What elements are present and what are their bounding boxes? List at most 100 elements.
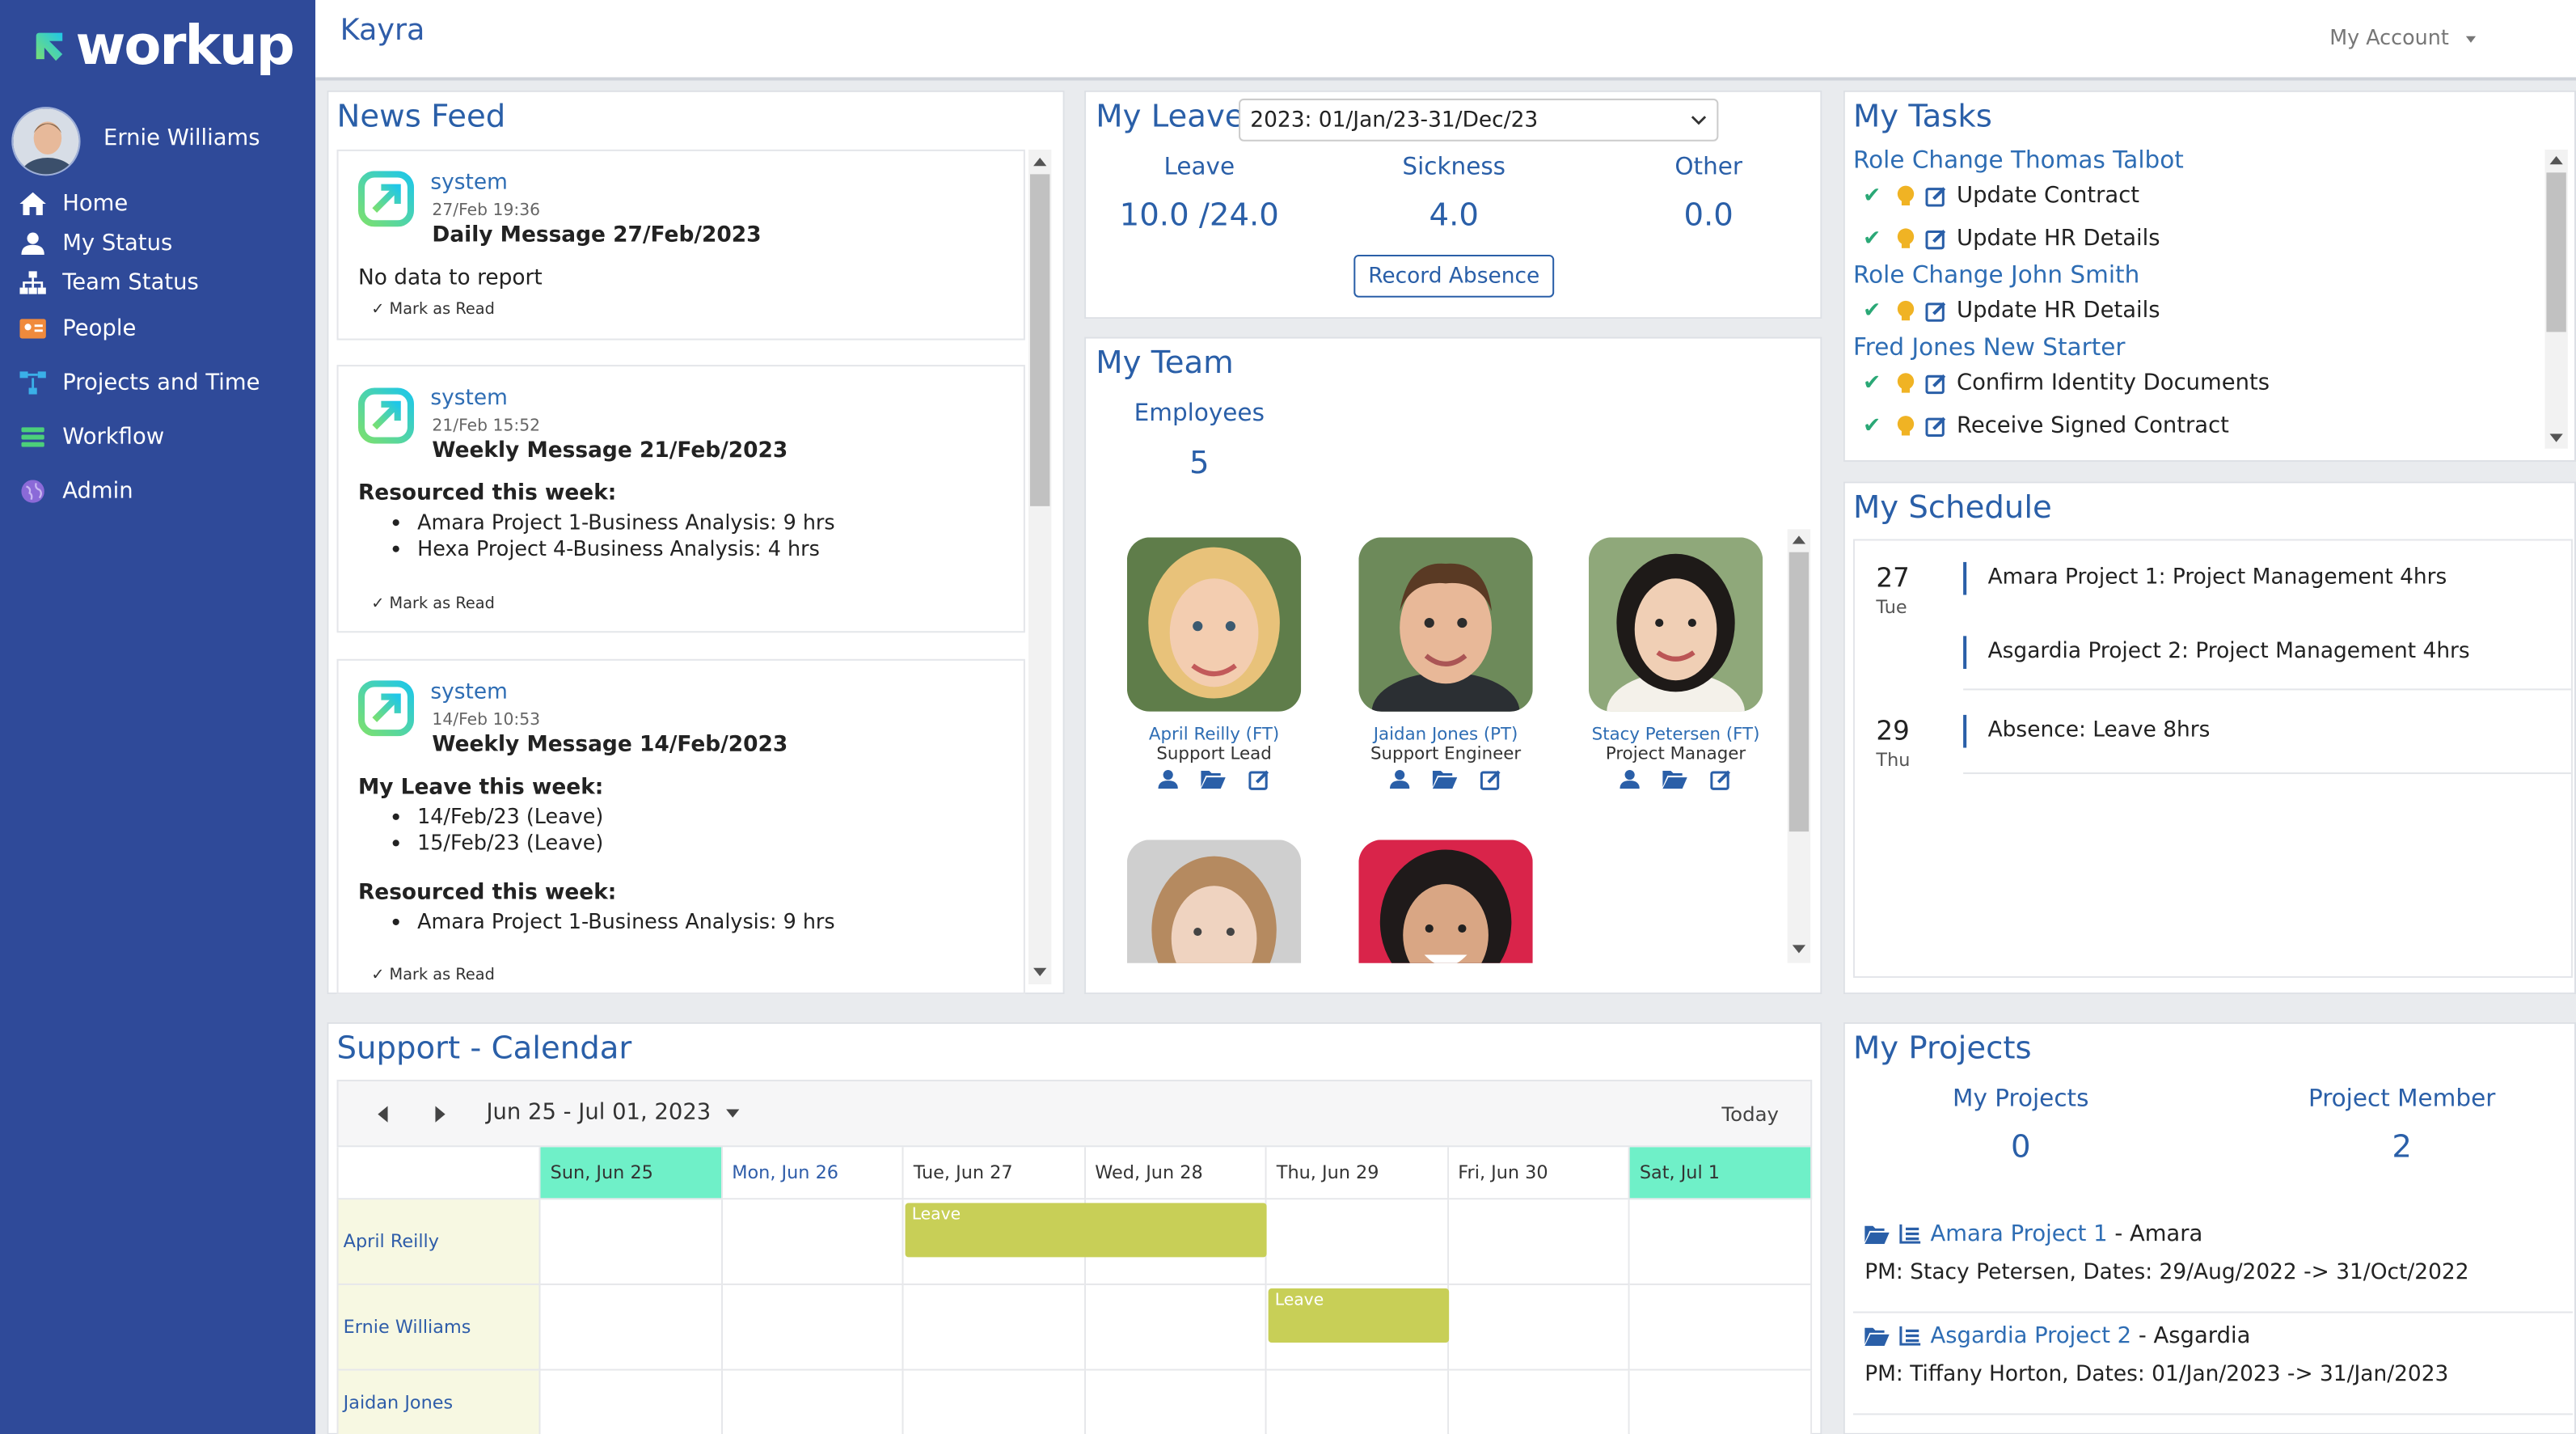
member-name[interactable]: Stacy Petersen (FT) [1591, 725, 1760, 745]
scrollbar-thumb[interactable] [1030, 174, 1050, 506]
calendar-day-header[interactable]: Thu, Jun 29 [1266, 1147, 1449, 1200]
calendar-cell[interactable] [1266, 1370, 1449, 1434]
sidebar-item-my-status[interactable]: My Status [0, 225, 315, 261]
calendar-cell[interactable] [1085, 1284, 1267, 1371]
calendar-cell[interactable] [540, 1370, 723, 1434]
today-button[interactable]: Today [1721, 1102, 1779, 1126]
news-author[interactable]: system [430, 680, 508, 705]
edit-icon[interactable] [1925, 415, 1946, 436]
member-photo[interactable] [1358, 537, 1533, 712]
calendar-cell[interactable] [903, 1284, 1086, 1371]
calendar-cell[interactable] [1629, 1370, 1812, 1434]
user-name[interactable]: Ernie Williams [103, 125, 260, 151]
scrollbar-thumb[interactable] [1788, 552, 1810, 832]
list-icon[interactable] [1899, 1326, 1921, 1346]
scroll-down-icon[interactable] [1033, 967, 1047, 976]
scrollbar-thumb[interactable] [2546, 172, 2566, 332]
edit-icon[interactable] [1925, 300, 1946, 321]
task-item[interactable]: ✔ Receive Signed Contract [1853, 408, 2229, 444]
calendar-row-name[interactable]: Jaidan Jones [336, 1370, 541, 1434]
member-name[interactable]: Jaidan Jones (PT) [1373, 725, 1518, 745]
sidebar-item-workflow[interactable]: Workflow [0, 419, 315, 455]
list-icon[interactable] [1899, 1224, 1921, 1244]
calendar-day-header[interactable]: Tue, Jun 27 [903, 1147, 1086, 1200]
task-group-title[interactable]: Fred Jones New Starter [1852, 335, 2126, 362]
scroll-up-icon[interactable] [2549, 156, 2563, 165]
previous-week-icon[interactable] [378, 1106, 388, 1123]
calendar-cell[interactable] [540, 1284, 723, 1371]
calendar-day-header[interactable]: Sat, Jul 1 [1629, 1147, 1812, 1200]
task-group-title[interactable]: Role Change Thomas Talbot [1852, 147, 2184, 175]
news-author[interactable]: system [430, 171, 508, 196]
logo[interactable]: workup [30, 13, 295, 77]
next-week-icon[interactable] [435, 1106, 446, 1123]
schedule-entry[interactable]: Absence: Leave 8hrs [1987, 717, 2211, 743]
mark-as-read-link[interactable]: ✓ Mark as Read [371, 301, 495, 319]
member-name[interactable]: April Reilly (FT) [1148, 725, 1280, 745]
calendar-cell[interactable] [1266, 1199, 1449, 1285]
record-absence-button[interactable]: Record Absence [1353, 254, 1555, 298]
folder-open-icon[interactable] [1864, 1225, 1890, 1245]
member-photo[interactable] [1126, 537, 1302, 712]
edit-icon[interactable] [1480, 769, 1501, 790]
calendar-cell[interactable] [1629, 1199, 1812, 1285]
my-projects-count[interactable]: 0 [2010, 1128, 2031, 1165]
member-photo[interactable] [1126, 840, 1302, 963]
calendar-row-name[interactable]: Ernie Williams [336, 1284, 541, 1371]
calendar-cell[interactable] [540, 1199, 723, 1285]
sidebar-item-people[interactable]: People [0, 311, 315, 347]
my-account-menu[interactable]: My Account [2329, 24, 2476, 49]
member-photo[interactable] [1588, 537, 1763, 712]
calendar-cell[interactable] [1448, 1370, 1630, 1434]
user-icon[interactable] [1389, 769, 1410, 789]
calendar-cell[interactable] [1085, 1370, 1267, 1434]
member-photo[interactable] [1358, 840, 1533, 963]
project-member-count[interactable]: 2 [2392, 1128, 2412, 1165]
schedule-entry[interactable]: Amara Project 1: Project Management 4hrs [1987, 565, 2447, 590]
scroll-up-icon[interactable] [1033, 158, 1047, 167]
employees-count[interactable]: 5 [1189, 445, 1210, 482]
calendar-row-name[interactable]: April Reilly [336, 1199, 541, 1285]
date-range-picker[interactable]: Jun 25 - Jul 01, 2023 [486, 1099, 740, 1126]
task-group-title[interactable]: Role Change John Smith [1852, 263, 2140, 290]
sidebar-item-projects-and-time[interactable]: Projects and Time [0, 365, 315, 401]
user-icon[interactable] [1620, 769, 1640, 789]
calendar-leave-event[interactable]: Leave [1268, 1288, 1449, 1343]
check-icon[interactable]: ✔ [1863, 226, 1881, 251]
task-item[interactable]: ✔ Confirm Identity Documents [1853, 365, 2270, 401]
edit-icon[interactable] [1710, 769, 1731, 790]
calendar-cell[interactable] [1629, 1284, 1812, 1371]
check-icon[interactable]: ✔ [1863, 183, 1881, 209]
calendar-cell[interactable] [1448, 1284, 1630, 1371]
mark-as-read-link[interactable]: ✓ Mark as Read [371, 595, 495, 613]
edit-icon[interactable] [1925, 227, 1946, 249]
sidebar-item-home[interactable]: Home [0, 186, 315, 222]
calendar-cell[interactable] [722, 1284, 904, 1371]
task-item[interactable]: ✔ Update Contract [1853, 177, 2139, 214]
mark-as-read-link[interactable]: ✓ Mark as Read [371, 967, 495, 984]
calendar-cell[interactable] [722, 1370, 904, 1434]
task-item[interactable]: ✔ Update HR Details [1853, 220, 2160, 256]
project-name-link[interactable]: Asgardia Project 2 [1930, 1322, 2132, 1350]
folder-open-icon[interactable] [1662, 769, 1687, 789]
calendar-cell[interactable] [903, 1370, 1086, 1434]
folder-open-icon[interactable] [1201, 769, 1226, 789]
user-icon[interactable] [1158, 769, 1178, 789]
calendar-cell[interactable] [722, 1199, 904, 1285]
calendar-day-header[interactable]: Mon, Jun 26 [722, 1147, 904, 1200]
user-avatar[interactable] [11, 107, 81, 176]
schedule-entry[interactable]: Asgardia Project 2: Project Management 4… [1987, 639, 2470, 664]
news-author[interactable]: system [430, 386, 508, 411]
check-icon[interactable]: ✔ [1863, 298, 1881, 324]
folder-open-icon[interactable] [1864, 1326, 1890, 1347]
edit-icon[interactable] [1925, 372, 1946, 394]
calendar-day-header[interactable]: Sun, Jun 25 [540, 1147, 723, 1200]
scroll-up-icon[interactable] [1792, 535, 1806, 544]
leave-period-select[interactable]: 2023: 01/Jan/23-31/Dec/23 [1239, 98, 1719, 142]
folder-open-icon[interactable] [1432, 769, 1458, 789]
task-item[interactable]: ✔ Update HR Details [1853, 293, 2160, 329]
edit-icon[interactable] [1248, 769, 1269, 790]
sidebar-item-team-status[interactable]: Team Status [0, 264, 315, 301]
project-name-link[interactable]: Amara Project 1 [1930, 1220, 2108, 1248]
scroll-down-icon[interactable] [2549, 434, 2563, 442]
